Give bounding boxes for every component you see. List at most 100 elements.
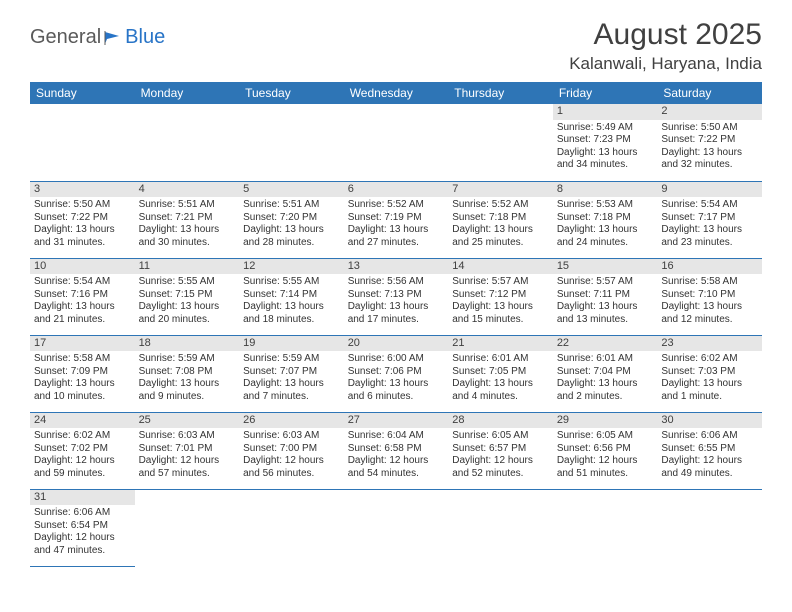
day-details: Sunrise: 5:55 AMSunset: 7:15 PMDaylight:… [135,274,240,328]
day-number: 7 [448,182,553,198]
sunrise-line: Sunrise: 5:55 AM [243,276,340,289]
sunset-line: Sunset: 7:18 PM [452,212,549,225]
sunset-line: Sunset: 6:57 PM [452,443,549,456]
daylight-line: Daylight: 12 hours and 52 minutes. [452,455,549,480]
sunset-line: Sunset: 7:22 PM [34,212,131,225]
sunset-line: Sunset: 7:19 PM [348,212,445,225]
location-text: Kalanwali, Haryana, India [569,54,762,74]
calendar-head: SundayMondayTuesdayWednesdayThursdayFrid… [30,82,762,104]
sunrise-line: Sunrise: 5:50 AM [661,122,758,135]
calendar-cell: 12Sunrise: 5:55 AMSunset: 7:14 PMDayligh… [239,258,344,335]
sunset-line: Sunset: 7:23 PM [557,134,654,147]
day-details: Sunrise: 5:54 AMSunset: 7:16 PMDaylight:… [30,274,135,328]
sunset-line: Sunset: 7:18 PM [557,212,654,225]
sunset-line: Sunset: 7:03 PM [661,366,758,379]
logo-text-general: General [30,26,101,49]
sunset-line: Sunset: 7:08 PM [139,366,236,379]
calendar-row: 10Sunrise: 5:54 AMSunset: 7:16 PMDayligh… [30,258,762,335]
daylight-line: Daylight: 13 hours and 30 minutes. [139,224,236,249]
daylight-line: Daylight: 12 hours and 51 minutes. [557,455,654,480]
calendar-cell: 3Sunrise: 5:50 AMSunset: 7:22 PMDaylight… [30,181,135,258]
day-details: Sunrise: 5:53 AMSunset: 7:18 PMDaylight:… [553,197,658,251]
sunrise-line: Sunrise: 5:49 AM [557,122,654,135]
day-number: 20 [344,336,449,352]
day-details: Sunrise: 6:05 AMSunset: 6:56 PMDaylight:… [553,428,658,482]
calendar-cell: 4Sunrise: 5:51 AMSunset: 7:21 PMDaylight… [135,181,240,258]
sunrise-line: Sunrise: 5:59 AM [139,353,236,366]
daylight-line: Daylight: 13 hours and 25 minutes. [452,224,549,249]
calendar-cell: 16Sunrise: 5:58 AMSunset: 7:10 PMDayligh… [657,258,762,335]
daylight-line: Daylight: 13 hours and 17 minutes. [348,301,445,326]
day-number: 11 [135,259,240,275]
sunset-line: Sunset: 6:56 PM [557,443,654,456]
day-details: Sunrise: 5:58 AMSunset: 7:10 PMDaylight:… [657,274,762,328]
sunrise-line: Sunrise: 5:58 AM [34,353,131,366]
header: General Blue August 2025 Kalanwali, Hary… [0,0,792,82]
calendar-cell: 8Sunrise: 5:53 AMSunset: 7:18 PMDaylight… [553,181,658,258]
calendar-cell: 14Sunrise: 5:57 AMSunset: 7:12 PMDayligh… [448,258,553,335]
calendar-cell [448,489,553,566]
day-details: Sunrise: 6:01 AMSunset: 7:04 PMDaylight:… [553,351,658,405]
weekday-header: Tuesday [239,82,344,104]
day-number: 18 [135,336,240,352]
day-details: Sunrise: 5:51 AMSunset: 7:21 PMDaylight:… [135,197,240,251]
day-number: 29 [553,413,658,429]
calendar-cell: 27Sunrise: 6:04 AMSunset: 6:58 PMDayligh… [344,412,449,489]
sunset-line: Sunset: 7:13 PM [348,289,445,302]
sunset-line: Sunset: 7:22 PM [661,134,758,147]
calendar-cell: 30Sunrise: 6:06 AMSunset: 6:55 PMDayligh… [657,412,762,489]
sunset-line: Sunset: 7:14 PM [243,289,340,302]
day-number: 28 [448,413,553,429]
calendar-row: 24Sunrise: 6:02 AMSunset: 7:02 PMDayligh… [30,412,762,489]
day-number: 26 [239,413,344,429]
daylight-line: Daylight: 12 hours and 59 minutes. [34,455,131,480]
calendar-cell: 11Sunrise: 5:55 AMSunset: 7:15 PMDayligh… [135,258,240,335]
calendar-row: 3Sunrise: 5:50 AMSunset: 7:22 PMDaylight… [30,181,762,258]
day-number: 1 [553,104,658,120]
day-number: 25 [135,413,240,429]
calendar-cell: 6Sunrise: 5:52 AMSunset: 7:19 PMDaylight… [344,181,449,258]
sunset-line: Sunset: 7:11 PM [557,289,654,302]
daylight-line: Daylight: 13 hours and 12 minutes. [661,301,758,326]
sunrise-line: Sunrise: 6:03 AM [139,430,236,443]
sunset-line: Sunset: 6:55 PM [661,443,758,456]
day-number: 31 [30,490,135,506]
day-details: Sunrise: 5:59 AMSunset: 7:07 PMDaylight:… [239,351,344,405]
calendar-cell [135,104,240,181]
day-number: 17 [30,336,135,352]
sunset-line: Sunset: 7:07 PM [243,366,340,379]
sunrise-line: Sunrise: 5:51 AM [243,199,340,212]
daylight-line: Daylight: 12 hours and 54 minutes. [348,455,445,480]
daylight-line: Daylight: 13 hours and 4 minutes. [452,378,549,403]
day-details: Sunrise: 6:01 AMSunset: 7:05 PMDaylight:… [448,351,553,405]
weekday-header: Sunday [30,82,135,104]
day-number: 5 [239,182,344,198]
sunset-line: Sunset: 7:15 PM [139,289,236,302]
sunrise-line: Sunrise: 6:03 AM [243,430,340,443]
day-details: Sunrise: 5:50 AMSunset: 7:22 PMDaylight:… [30,197,135,251]
calendar-cell: 19Sunrise: 5:59 AMSunset: 7:07 PMDayligh… [239,335,344,412]
day-number: 4 [135,182,240,198]
daylight-line: Daylight: 13 hours and 9 minutes. [139,378,236,403]
day-number: 6 [344,182,449,198]
sunset-line: Sunset: 7:05 PM [452,366,549,379]
daylight-line: Daylight: 13 hours and 6 minutes. [348,378,445,403]
calendar-cell [344,489,449,566]
day-details: Sunrise: 5:58 AMSunset: 7:09 PMDaylight:… [30,351,135,405]
day-number: 3 [30,182,135,198]
calendar-cell: 1Sunrise: 5:49 AMSunset: 7:23 PMDaylight… [553,104,658,181]
calendar-cell [657,489,762,566]
sunrise-line: Sunrise: 5:59 AM [243,353,340,366]
day-details: Sunrise: 5:59 AMSunset: 7:08 PMDaylight:… [135,351,240,405]
calendar-cell: 9Sunrise: 5:54 AMSunset: 7:17 PMDaylight… [657,181,762,258]
calendar-cell: 21Sunrise: 6:01 AMSunset: 7:05 PMDayligh… [448,335,553,412]
sunset-line: Sunset: 6:58 PM [348,443,445,456]
calendar-table: SundayMondayTuesdayWednesdayThursdayFrid… [30,82,762,567]
sunset-line: Sunset: 7:00 PM [243,443,340,456]
day-details: Sunrise: 5:52 AMSunset: 7:19 PMDaylight:… [344,197,449,251]
calendar-cell: 28Sunrise: 6:05 AMSunset: 6:57 PMDayligh… [448,412,553,489]
weekday-header: Friday [553,82,658,104]
day-details: Sunrise: 5:57 AMSunset: 7:11 PMDaylight:… [553,274,658,328]
calendar-cell: 23Sunrise: 6:02 AMSunset: 7:03 PMDayligh… [657,335,762,412]
daylight-line: Daylight: 13 hours and 15 minutes. [452,301,549,326]
